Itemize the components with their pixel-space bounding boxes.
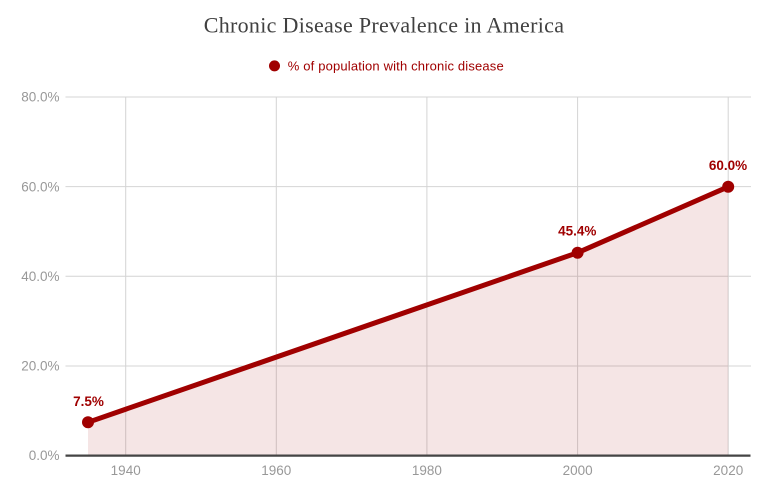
svg-text:2020: 2020 (713, 463, 743, 478)
svg-text:80.0%: 80.0% (21, 90, 59, 105)
svg-text:0.0%: 0.0% (29, 448, 60, 463)
svg-text:1940: 1940 (111, 463, 141, 478)
svg-text:7.5%: 7.5% (73, 394, 104, 409)
svg-text:2000: 2000 (563, 463, 593, 478)
svg-text:1960: 1960 (261, 463, 291, 478)
svg-text:40.0%: 40.0% (21, 269, 59, 284)
svg-text:20.0%: 20.0% (21, 359, 59, 374)
svg-text:Chronic Disease Prevalence in: Chronic Disease Prevalence in America (204, 13, 565, 38)
svg-text:1980: 1980 (412, 463, 442, 478)
svg-text:60.0%: 60.0% (709, 158, 747, 173)
svg-text:45.4%: 45.4% (558, 224, 596, 239)
svg-text:% of population with chronic d: % of population with chronic disease (288, 58, 504, 73)
svg-text:60.0%: 60.0% (21, 179, 59, 194)
